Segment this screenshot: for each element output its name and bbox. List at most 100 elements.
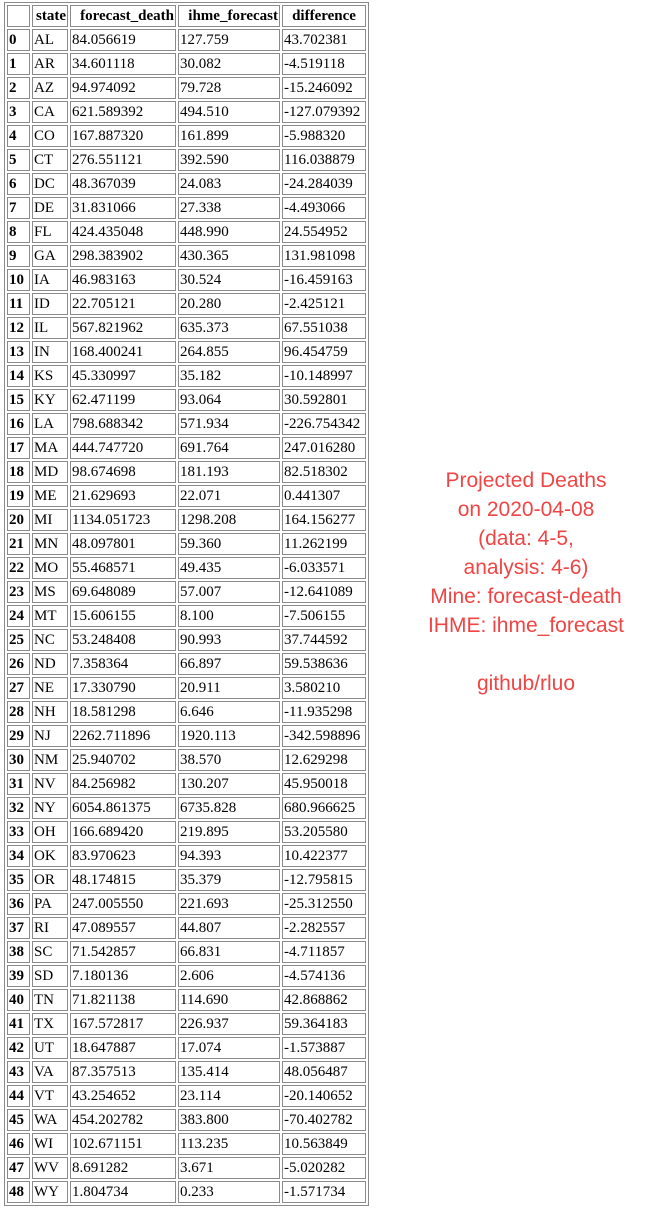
state-cell: KS bbox=[32, 365, 68, 387]
table-row: 15 KY 62.471199 93.064 30.592801 bbox=[7, 389, 366, 411]
forecast-death-cell: 71.542857 bbox=[70, 941, 176, 963]
forecast-death-cell: 43.254652 bbox=[70, 1085, 176, 1107]
ihme-forecast-cell: 181.193 bbox=[178, 461, 280, 483]
table-row: 35 OR 48.174815 35.379 -12.795815 bbox=[7, 869, 366, 891]
forecast-death-cell: 167.887320 bbox=[70, 125, 176, 147]
difference-cell: -2.425121 bbox=[282, 293, 366, 315]
state-cell: WI bbox=[32, 1133, 68, 1155]
difference-cell: 11.262199 bbox=[282, 533, 366, 555]
forecast-death-cell: 1134.051723 bbox=[70, 509, 176, 531]
ihme-forecast-cell: 93.064 bbox=[178, 389, 280, 411]
state-cell: SC bbox=[32, 941, 68, 963]
header-forecast-death: forecast_death bbox=[70, 5, 176, 27]
annotation-line: github/rluo bbox=[476, 672, 576, 695]
annotation-line: Projected Deaths bbox=[445, 469, 607, 492]
forecast-death-cell: 621.589392 bbox=[70, 101, 176, 123]
difference-cell: -12.641089 bbox=[282, 581, 366, 603]
difference-cell: 30.592801 bbox=[282, 389, 366, 411]
row-index: 4 bbox=[7, 125, 30, 147]
state-cell: OH bbox=[32, 821, 68, 843]
row-index: 34 bbox=[7, 845, 30, 867]
row-index: 24 bbox=[7, 605, 30, 627]
table-row: 23 MS 69.648089 57.007 -12.641089 bbox=[7, 581, 366, 603]
table-row: 2 AZ 94.974092 79.728 -15.246092 bbox=[7, 77, 366, 99]
forecast-death-cell: 17.330790 bbox=[70, 677, 176, 699]
state-cell: MI bbox=[32, 509, 68, 531]
state-cell: AR bbox=[32, 53, 68, 75]
table-row: 14 KS 45.330997 35.182 -10.148997 bbox=[7, 365, 366, 387]
forecast-death-cell: 87.357513 bbox=[70, 1061, 176, 1083]
state-cell: SD bbox=[32, 965, 68, 987]
table-row: 33 OH 166.689420 219.895 53.205580 bbox=[7, 821, 366, 843]
forecast-death-cell: 53.248408 bbox=[70, 629, 176, 651]
ihme-forecast-cell: 2.606 bbox=[178, 965, 280, 987]
forecast-death-cell: 18.581298 bbox=[70, 701, 176, 723]
ihme-forecast-cell: 130.207 bbox=[178, 773, 280, 795]
forecast-death-cell: 31.831066 bbox=[70, 197, 176, 219]
forecast-death-cell: 567.821962 bbox=[70, 317, 176, 339]
row-index: 32 bbox=[7, 797, 30, 819]
difference-cell: 24.554952 bbox=[282, 221, 366, 243]
forecast-death-cell: 45.330997 bbox=[70, 365, 176, 387]
ihme-forecast-cell: 22.071 bbox=[178, 485, 280, 507]
table-row: 12 IL 567.821962 635.373 67.551038 bbox=[7, 317, 366, 339]
row-index: 38 bbox=[7, 941, 30, 963]
forecast-death-cell: 167.572817 bbox=[70, 1013, 176, 1035]
row-index: 43 bbox=[7, 1061, 30, 1083]
ihme-forecast-cell: 38.570 bbox=[178, 749, 280, 771]
difference-cell: -5.020282 bbox=[282, 1157, 366, 1179]
table-row: 27 NE 17.330790 20.911 3.580210 bbox=[7, 677, 366, 699]
difference-cell: 45.950018 bbox=[282, 773, 366, 795]
difference-cell: 12.629298 bbox=[282, 749, 366, 771]
ihme-forecast-cell: 448.990 bbox=[178, 221, 280, 243]
difference-cell: 3.580210 bbox=[282, 677, 366, 699]
table-row: 4 CO 167.887320 161.899 -5.988320 bbox=[7, 125, 366, 147]
state-cell: NY bbox=[32, 797, 68, 819]
forecast-death-cell: 7.180136 bbox=[70, 965, 176, 987]
ihme-forecast-cell: 494.510 bbox=[178, 101, 280, 123]
ihme-forecast-cell: 135.414 bbox=[178, 1061, 280, 1083]
table-row: 32 NY 6054.861375 6735.828 680.966625 bbox=[7, 797, 366, 819]
row-index: 9 bbox=[7, 245, 30, 267]
table-row: 43 VA 87.357513 135.414 48.056487 bbox=[7, 1061, 366, 1083]
table-row: 8 FL 424.435048 448.990 24.554952 bbox=[7, 221, 366, 243]
table-row: 37 RI 47.089557 44.807 -2.282557 bbox=[7, 917, 366, 939]
difference-cell: 247.016280 bbox=[282, 437, 366, 459]
forecast-death-cell: 6054.861375 bbox=[70, 797, 176, 819]
difference-cell: -70.402782 bbox=[282, 1109, 366, 1131]
difference-cell: -6.033571 bbox=[282, 557, 366, 579]
difference-cell: -24.284039 bbox=[282, 173, 366, 195]
row-index: 7 bbox=[7, 197, 30, 219]
forecast-death-cell: 298.383902 bbox=[70, 245, 176, 267]
row-index: 3 bbox=[7, 101, 30, 123]
row-index: 18 bbox=[7, 461, 30, 483]
forecast-death-cell: 34.601118 bbox=[70, 53, 176, 75]
difference-cell: 67.551038 bbox=[282, 317, 366, 339]
state-cell: IA bbox=[32, 269, 68, 291]
difference-cell: -7.506155 bbox=[282, 605, 366, 627]
difference-cell: 116.038879 bbox=[282, 149, 366, 171]
table-row: 46 WI 102.671151 113.235 10.563849 bbox=[7, 1133, 366, 1155]
table-row: 17 MA 444.747720 691.764 247.016280 bbox=[7, 437, 366, 459]
row-index: 26 bbox=[7, 653, 30, 675]
forecast-death-cell: 7.358364 bbox=[70, 653, 176, 675]
ihme-forecast-cell: 90.993 bbox=[178, 629, 280, 651]
difference-cell: -4.493066 bbox=[282, 197, 366, 219]
table-row: 18 MD 98.674698 181.193 82.518302 bbox=[7, 461, 366, 483]
state-cell: MO bbox=[32, 557, 68, 579]
row-index: 47 bbox=[7, 1157, 30, 1179]
ihme-forecast-cell: 264.855 bbox=[178, 341, 280, 363]
table-row: 11 ID 22.705121 20.280 -2.425121 bbox=[7, 293, 366, 315]
state-cell: DC bbox=[32, 173, 68, 195]
difference-cell: -226.754342 bbox=[282, 413, 366, 435]
row-index: 42 bbox=[7, 1037, 30, 1059]
ihme-forecast-cell: 3.671 bbox=[178, 1157, 280, 1179]
row-index: 30 bbox=[7, 749, 30, 771]
difference-cell: -5.988320 bbox=[282, 125, 366, 147]
forecast-death-cell: 22.705121 bbox=[70, 293, 176, 315]
row-index: 46 bbox=[7, 1133, 30, 1155]
annotation-line: IHME: ihme_forecast bbox=[427, 614, 625, 637]
ihme-forecast-cell: 44.807 bbox=[178, 917, 280, 939]
difference-cell: -15.246092 bbox=[282, 77, 366, 99]
row-index: 10 bbox=[7, 269, 30, 291]
